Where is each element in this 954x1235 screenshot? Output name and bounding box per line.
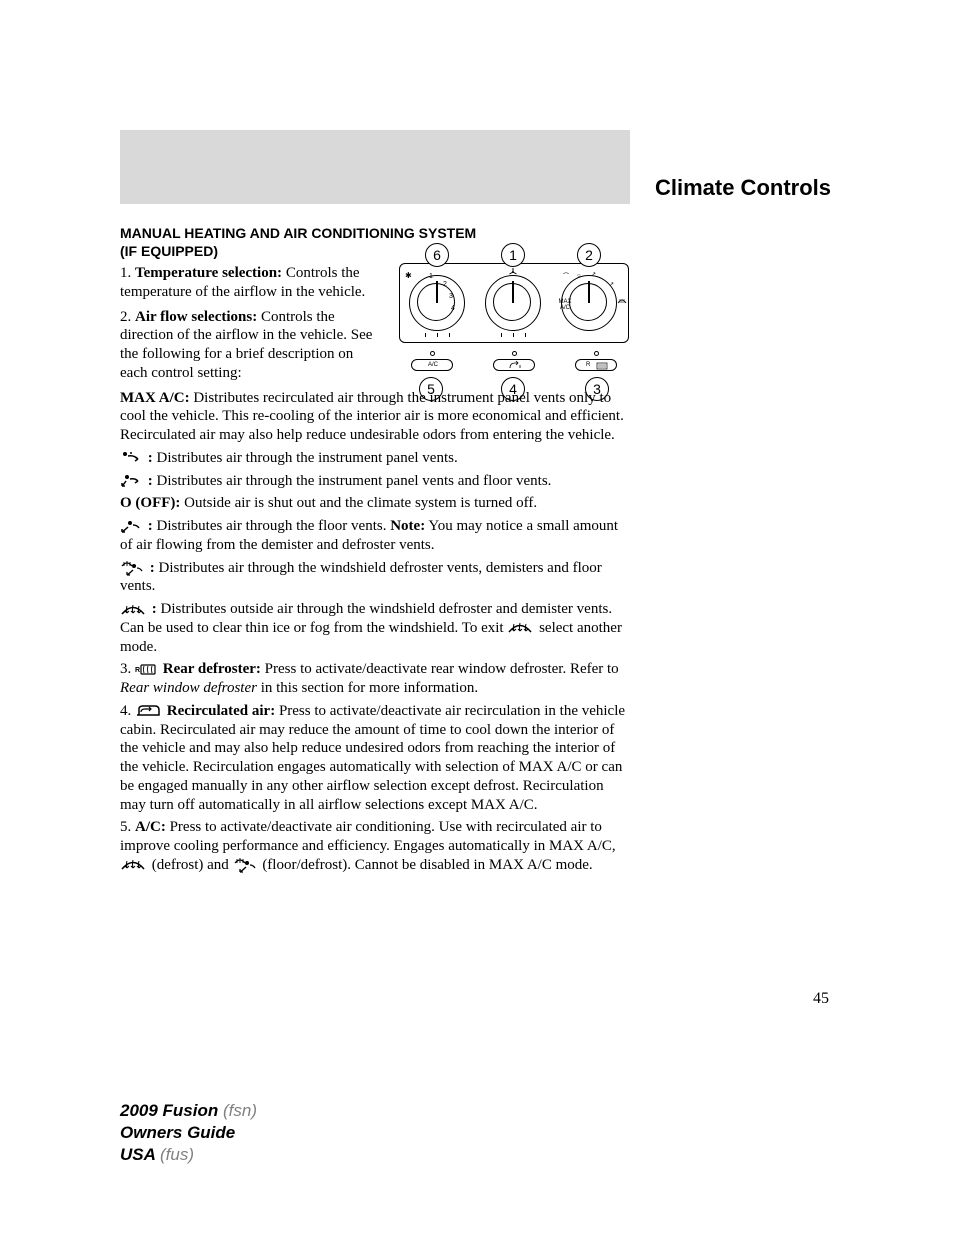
footer-region-code: (fus) <box>160 1145 194 1164</box>
item-text1: Press to activate/deactivate air conditi… <box>120 819 616 854</box>
floor-defrost-para: : Distributes air through the windshield… <box>120 559 632 597</box>
footer-model: 2009 Fusion <box>120 1101 223 1120</box>
floor-text: Distributes air through the floor vents. <box>153 518 390 534</box>
floor-defrost-icon <box>120 560 144 576</box>
off-bold: O (OFF): <box>120 495 180 511</box>
note-bold: Note: <box>390 518 425 534</box>
section-heading: MANUAL HEATING AND AIR CONDITIONING SYST… <box>120 225 632 260</box>
defrost-icon <box>507 621 533 635</box>
defrost-icon <box>120 603 146 617</box>
footer-model-code: (fsn) <box>223 1101 257 1120</box>
item-num: 4. <box>120 703 135 719</box>
item-italic: Rear window defroster <box>120 680 257 696</box>
off-para: O (OFF): Outside air is shut out and the… <box>120 494 632 513</box>
footer-line3: USA (fus) <box>120 1144 257 1166</box>
floor-defrost-icon <box>233 857 257 873</box>
heading-line2: (IF EQUIPPED) <box>120 243 218 259</box>
header-gray-bar <box>120 130 630 204</box>
floor-para: : Distributes air through the floor vent… <box>120 517 632 555</box>
item-bold: Rear defroster: <box>159 661 261 677</box>
item-bold: Recirculated air: <box>163 703 275 719</box>
panel-floor-icon <box>120 474 142 488</box>
maxac-para: MAX A/C: Distributes recirculated air th… <box>120 389 632 445</box>
panel-vent-para: : Distributes air through the instrument… <box>120 449 632 468</box>
item-num: 1. <box>120 265 135 281</box>
item-5: 5. A/C: Press to activate/deactivate air… <box>120 818 632 874</box>
item-4: 4. Recirculated air: Press to activate/d… <box>120 702 632 815</box>
panel-text: Distributes air through the instrument p… <box>153 450 458 466</box>
defrost-para: : Distributes outside air through the wi… <box>120 600 632 656</box>
item-text1: Press to activate/deactivate rear window… <box>261 661 619 677</box>
panelfloor-text: Distributes air through the instrument p… <box>153 473 552 489</box>
maxac-text: Distributes recirculated air through the… <box>120 390 624 444</box>
floor-vent-icon <box>120 520 142 534</box>
item-num: 2. <box>120 309 135 325</box>
floordef-text: Distributes air through the windshield d… <box>120 560 602 595</box>
footer-region: USA <box>120 1145 160 1164</box>
item-text3: (floor/defrost). Cannot be disabled in M… <box>259 857 593 873</box>
item-bold: Air flow selections: <box>135 309 257 325</box>
item-text: Press to activate/deactivate air recircu… <box>120 703 625 813</box>
item-bold: Temperature selection: <box>135 265 282 281</box>
panel-vent-icon <box>120 451 142 465</box>
chapter-title: Climate Controls <box>655 175 831 201</box>
off-text: Outside air is shut out and the climate … <box>180 495 537 511</box>
item-text2: in this section for more information. <box>257 680 478 696</box>
recirculation-icon <box>135 704 161 718</box>
panel-floor-para: : Distributes air through the instrument… <box>120 472 632 491</box>
rear-defrost-icon: R <box>135 664 157 676</box>
item-num: 5. <box>120 819 135 835</box>
defrost-icon <box>120 858 146 872</box>
maxac-bold: MAX A/C: <box>120 390 190 406</box>
svg-text:R: R <box>135 667 140 674</box>
page-number: 45 <box>813 990 829 1008</box>
footer: 2009 Fusion (fsn) Owners Guide USA (fus) <box>120 1100 257 1166</box>
item-2: 2. Air flow selections: Controls the dir… <box>120 308 380 383</box>
page-content: MANUAL HEATING AND AIR CONDITIONING SYST… <box>120 225 632 879</box>
item-bold: A/C: <box>135 819 166 835</box>
item-text2: (defrost) and <box>148 857 233 873</box>
footer-guide: Owners Guide <box>120 1122 257 1144</box>
footer-line1: 2009 Fusion (fsn) <box>120 1100 257 1122</box>
item-3: 3. R Rear defroster: Press to activate/d… <box>120 660 632 698</box>
item-num: 3. <box>120 661 135 677</box>
heading-line1: MANUAL HEATING AND AIR CONDITIONING SYST… <box>120 225 476 241</box>
item-1: 1. Temperature selection: Controls the t… <box>120 264 380 302</box>
